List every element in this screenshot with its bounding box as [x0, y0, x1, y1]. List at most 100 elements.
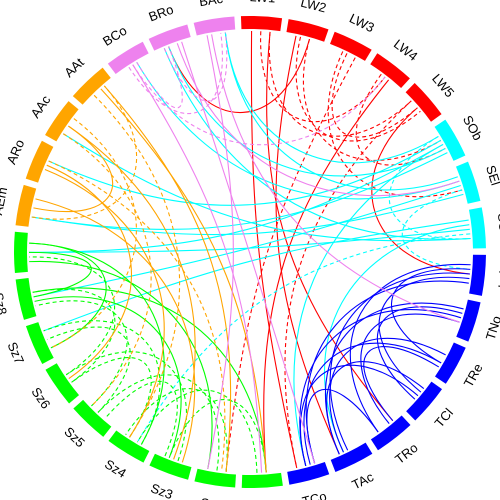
link-sz2-sz9: [29, 260, 213, 470]
segment-sz4: [108, 430, 150, 463]
link-sz3-sz8: [34, 296, 182, 458]
segment-bac: [193, 16, 236, 36]
segment-lw2: [286, 19, 329, 42]
link-aem-aat: [31, 85, 138, 220]
segment-sz7: [25, 322, 54, 364]
link-aat-sz4: [93, 94, 181, 438]
link-lw1-tco: [250, 31, 298, 469]
link-tre-tac: [329, 337, 446, 453]
segment-label-sz8: Sz8: [0, 291, 10, 316]
link-sel-bac: [224, 32, 458, 191]
link-sel-bco: [136, 61, 460, 200]
link-bco-sz1: [132, 64, 263, 473]
link-aro-sz4: [44, 168, 165, 438]
segment-sov: [468, 207, 486, 249]
segment-aro: [25, 140, 54, 183]
link-sz3-sz5: [104, 380, 178, 457]
link-bco-bac: [128, 32, 223, 115]
link-aro-sz6: [46, 164, 132, 380]
link-aem-aac: [33, 125, 114, 213]
segment-ring: [13, 16, 486, 488]
segment-label-tco: TCo: [301, 488, 329, 500]
segment-sz8: [15, 278, 37, 320]
link-bac-sz2: [206, 35, 234, 470]
link-aat-sz2: [103, 85, 232, 472]
segment-tac: [330, 442, 373, 472]
segment-lob: [469, 254, 486, 296]
link-sz6-sz9: [29, 256, 116, 376]
segment-label-tno: TNo: [483, 314, 500, 342]
segment-label-sz2: Sz2: [200, 495, 224, 500]
segment-aem: [15, 184, 37, 227]
segment-lw5: [405, 82, 442, 122]
link-bro-bac: [163, 32, 228, 102]
segment-lw1: [240, 16, 283, 32]
segment-label-sel: SEl: [483, 163, 500, 187]
link-tno-tro: [360, 313, 460, 425]
segment-sob: [434, 119, 466, 161]
segment-label-aro: ARo: [4, 137, 28, 166]
link-lw4-sob: [355, 73, 446, 166]
link-sz2-sz5: [97, 374, 220, 471]
link-lw4-sz1: [263, 79, 390, 473]
link-sov-bro: [163, 48, 471, 240]
link-sz4-sz6: [71, 357, 152, 438]
link-sob-bro: [168, 46, 446, 177]
link-aem-sz3: [35, 198, 196, 463]
link-lw1-lw4: [260, 31, 386, 123]
link-lob-tre: [390, 268, 471, 364]
segment-tco: [287, 462, 330, 485]
segment-label-tac: TAc: [349, 469, 376, 492]
segment-label-bco: BCo: [100, 23, 129, 49]
segment-label-aat: AAt: [61, 55, 87, 81]
segment-tro: [370, 415, 411, 451]
link-sz1-sz8: [32, 287, 267, 473]
segment-sz1: [241, 472, 283, 488]
segment-label-tro: TRo: [392, 440, 421, 467]
segment-tre: [435, 342, 466, 384]
segment-aat: [72, 67, 111, 105]
link-sz4-sz7: [43, 320, 161, 445]
segment-label-aac: AAc: [28, 92, 54, 121]
segment-label-lw4: LW4: [391, 36, 421, 64]
segment-label-lw3: LW3: [347, 10, 377, 35]
link-aac-sz3: [68, 125, 196, 460]
link-lw3-sel: [327, 51, 463, 198]
segment-label-bro: BRo: [147, 2, 176, 25]
link-sov-sz4: [136, 233, 471, 443]
segment-label-lob: Lob: [495, 266, 500, 289]
link-sov-aac: [62, 133, 471, 242]
segment-label-sz5: Sz5: [61, 424, 88, 450]
link-sob-sz9: [28, 143, 444, 253]
link-sz8-sz9: [28, 251, 92, 298]
segment-label-sz4: Sz4: [102, 456, 129, 481]
segment-sel: [455, 161, 481, 204]
link-aac-sz7: [50, 118, 137, 349]
link-tcl-tco: [300, 364, 419, 466]
link-sz1-sz4: [136, 389, 258, 473]
link-bco-lw4: [132, 64, 386, 146]
link-tre-tro: [363, 346, 440, 422]
segment-label-sz3: Sz3: [149, 480, 175, 500]
link-sz4-sz9: [29, 242, 165, 445]
segment-label-bac: BAc: [198, 0, 224, 9]
link-aro-sz2: [48, 160, 226, 472]
link-bro-tco: [181, 41, 316, 464]
link-lw5-tco: [284, 100, 412, 469]
segment-sz2: [194, 468, 236, 488]
segment-label-lw2: LW2: [299, 0, 328, 16]
link-lw2-bro: [168, 39, 311, 114]
segment-label-lw1: LW1: [249, 0, 275, 5]
segment-label-sov: SOv: [495, 212, 500, 239]
link-sz6-sz8: [32, 288, 116, 383]
segment-tcl: [406, 381, 443, 421]
segment-sz5: [73, 399, 112, 437]
link-sz2-sz4: [125, 388, 228, 472]
segment-label-sz9: Sz9: [0, 241, 3, 263]
link-tno-tcl: [376, 306, 463, 400]
link-sz5-sz7: [46, 326, 131, 413]
segment-label-sz6: Sz6: [28, 385, 53, 412]
segment-bco: [107, 41, 149, 74]
segment-label-sob: SOb: [460, 113, 486, 143]
link-sz1-sz3: [168, 399, 267, 473]
